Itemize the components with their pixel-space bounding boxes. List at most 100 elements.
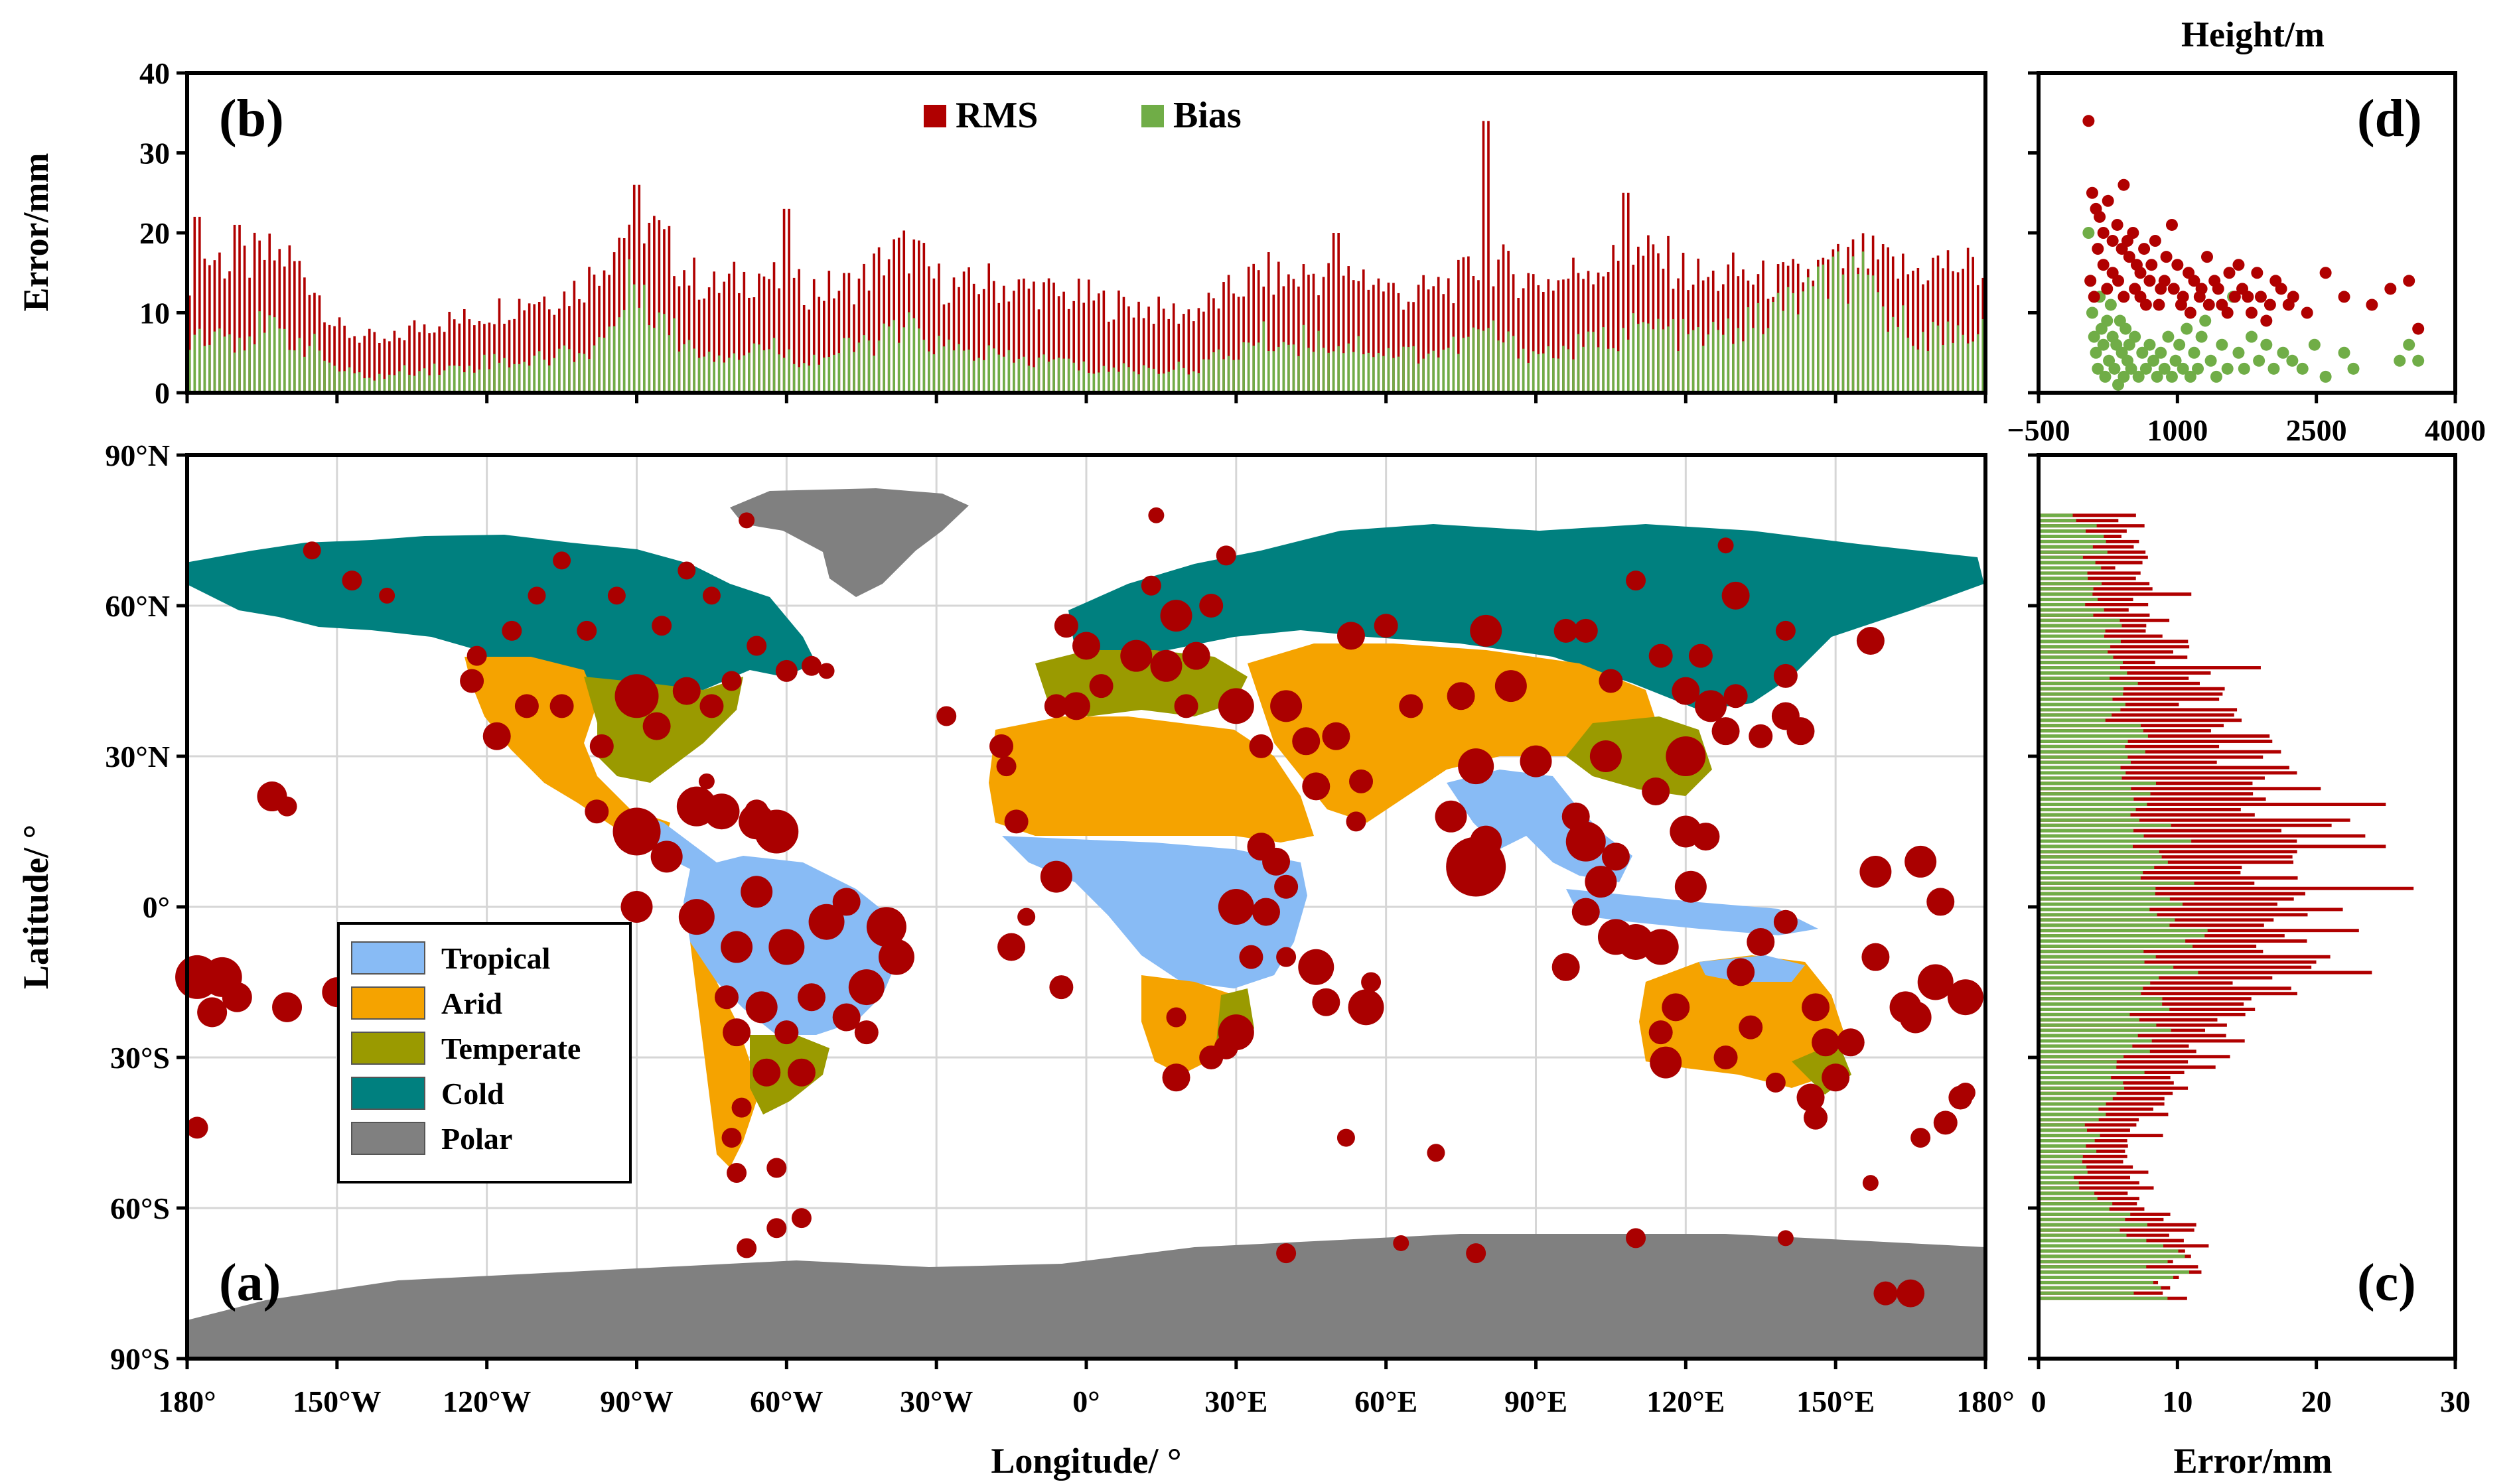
bias-bar: [608, 326, 611, 393]
bias-bar: [1507, 331, 1510, 393]
rms-bar: [573, 281, 576, 393]
bias-bar: [323, 360, 326, 393]
bias-bar: [2039, 1113, 2106, 1116]
rms-bar: [343, 325, 346, 393]
bias-bar: [2039, 1212, 2131, 1216]
rms-bar: [697, 299, 701, 393]
rms-bar: [1102, 290, 1106, 393]
bias-bar: [1322, 348, 1325, 393]
station-markers: [175, 507, 1983, 1308]
bias-bar: [1861, 251, 1865, 393]
bias-bar: [1796, 314, 1800, 393]
x-tick-label: 4000: [2425, 413, 2486, 447]
bias-bar: [873, 356, 875, 393]
station-marker: [379, 587, 395, 604]
station-marker: [1589, 740, 1622, 772]
bias-point: [2308, 338, 2321, 351]
rms-bar: [468, 319, 471, 393]
rms-point: [2384, 283, 2397, 295]
rms-bar: [2039, 750, 2281, 754]
rms-bar: [1652, 244, 1655, 393]
bias-bar: [2039, 1149, 2097, 1153]
rms-bar: [1552, 291, 1555, 393]
bias-bar: [1082, 361, 1086, 393]
bias-bar: [1642, 322, 1645, 393]
bias-bar: [818, 364, 821, 393]
bias-bar: [2039, 1233, 2127, 1237]
bias-bar: [2039, 598, 2098, 602]
bias-bar: [1287, 344, 1290, 393]
bias-bar: [2039, 955, 2156, 959]
bias-bar: [1033, 367, 1035, 393]
bias-point: [2232, 346, 2245, 359]
bias-bar: [558, 348, 561, 393]
bias-bar: [2039, 724, 2141, 728]
bias-bar: [2039, 1034, 2138, 1038]
rms-bar: [1122, 297, 1125, 393]
bias-bar: [2039, 792, 2151, 796]
bias-bar: [368, 377, 371, 393]
africa-arid: [989, 716, 1314, 843]
station-marker: [1120, 640, 1153, 672]
rms-bar: [458, 323, 461, 393]
bias-bar: [2039, 1039, 2152, 1043]
bias-bar: [2039, 755, 2128, 759]
bias-bar: [2039, 1249, 2179, 1253]
station-marker: [739, 512, 755, 529]
bias-bar: [673, 318, 676, 393]
bias-point: [2347, 362, 2360, 375]
bias-bar: [822, 357, 826, 393]
rms-bar: [1427, 289, 1430, 393]
station-marker: [1802, 993, 1830, 1022]
station-marker: [1494, 670, 1527, 703]
bias-bar: [1472, 327, 1475, 393]
rms-bar: [618, 237, 620, 393]
bias-bar: [1152, 368, 1155, 393]
station-marker: [766, 1218, 787, 1239]
rms-bar: [987, 263, 991, 393]
station-marker: [774, 1020, 799, 1045]
rms-bar: [772, 262, 776, 393]
panel-c-y-ticks: [2028, 453, 2039, 1361]
rms-bar: [2039, 718, 2242, 722]
bias-bar: [2039, 1260, 2168, 1264]
station-marker: [342, 571, 362, 591]
bias-point: [2086, 306, 2098, 319]
rms-bar: [2039, 592, 2192, 596]
bias-point: [2173, 338, 2186, 351]
bias-bar: [1806, 277, 1810, 393]
station-marker: [754, 809, 799, 854]
station-marker: [277, 796, 297, 817]
bias-bar: [2039, 818, 2139, 822]
bias-bar: [2039, 807, 2136, 811]
rms-bar: [818, 297, 821, 393]
bias-point: [2132, 370, 2145, 383]
rms-bar: [2039, 797, 2266, 801]
bias-bar: [1837, 251, 1839, 393]
rms-bar: [687, 285, 691, 393]
rms-bar: [1647, 235, 1650, 393]
rms-bar: [1617, 261, 1620, 393]
station-marker: [936, 706, 957, 726]
bias-bar: [1557, 358, 1560, 393]
rms-bar: [1382, 291, 1385, 393]
greenland-polar: [730, 488, 969, 597]
rms-bar: [733, 261, 736, 393]
rms-bar: [588, 267, 591, 393]
bias-bar: [2039, 1276, 2174, 1280]
bias-bar: [2039, 713, 2112, 717]
bias-bar: [762, 350, 766, 393]
rms-bar: [912, 239, 916, 393]
bias-bar: [687, 340, 691, 393]
station-marker: [768, 929, 805, 965]
bias-bar: [2039, 949, 2144, 953]
bias-bar: [1906, 337, 1910, 393]
bias-point: [2238, 362, 2250, 375]
bias-bar: [1367, 352, 1370, 393]
rms-bar: [318, 295, 321, 393]
bias-point: [2204, 354, 2217, 367]
station-marker: [801, 655, 822, 676]
rms-bar: [2039, 766, 2289, 770]
rms-bar: [208, 265, 211, 393]
y-tick-label: 0: [155, 376, 170, 410]
